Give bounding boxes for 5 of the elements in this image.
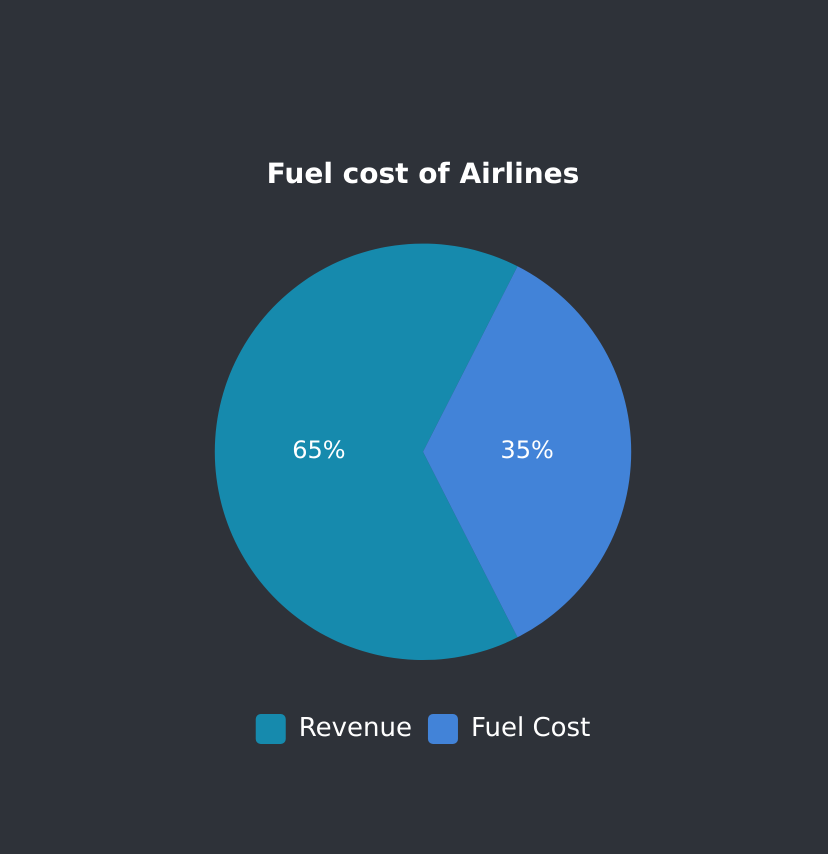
chart-title: Fuel cost of Airlines bbox=[266, 157, 580, 190]
legend-label: Revenue bbox=[298, 712, 412, 743]
data-label: 35% bbox=[500, 436, 554, 464]
data-label: 65% bbox=[292, 436, 346, 464]
legend-label: Fuel Cost bbox=[470, 712, 590, 743]
